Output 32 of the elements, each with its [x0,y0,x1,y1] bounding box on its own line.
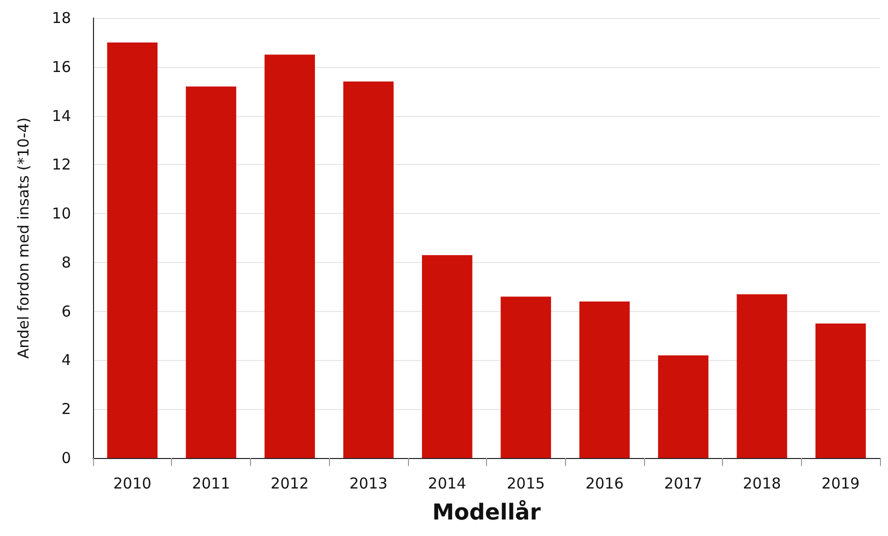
y-tick-label: 2 [61,400,71,418]
x-tick-label: 2019 [822,474,860,492]
y-tick-label: 0 [61,449,71,467]
x-tick-label: 2017 [664,474,702,492]
x-tick-label: 2013 [349,474,388,492]
bar [736,294,788,458]
y-axis-title: Andel fordon med insats (*10-4) [14,117,32,359]
x-tick-label: 2014 [428,474,466,492]
y-tick-label: 18 [52,9,71,27]
y-tick-label: 12 [52,156,71,174]
bar [579,302,630,458]
x-tick-label: 2016 [585,474,624,492]
y-tick-label: 16 [52,58,71,76]
bar [500,296,552,458]
y-tick-label: 10 [52,204,71,223]
bar [422,255,472,458]
bar [264,54,315,458]
y-tick-label: 4 [61,351,71,370]
bar [658,355,708,458]
x-axis-title: Modellår [432,500,541,526]
y-tick-label: 8 [61,253,71,272]
bar [343,82,394,458]
x-tick-label: 2015 [506,474,545,492]
bar [107,42,158,458]
x-tick-label: 2018 [742,474,782,492]
x-tick-label: 2011 [192,474,230,492]
x-tick-label: 2010 [113,474,152,492]
bar [815,324,866,458]
y-tick-label: 14 [52,106,71,125]
bar [186,86,236,458]
x-tick-label: 2012 [270,474,309,492]
y-tick-label: 6 [61,302,71,320]
